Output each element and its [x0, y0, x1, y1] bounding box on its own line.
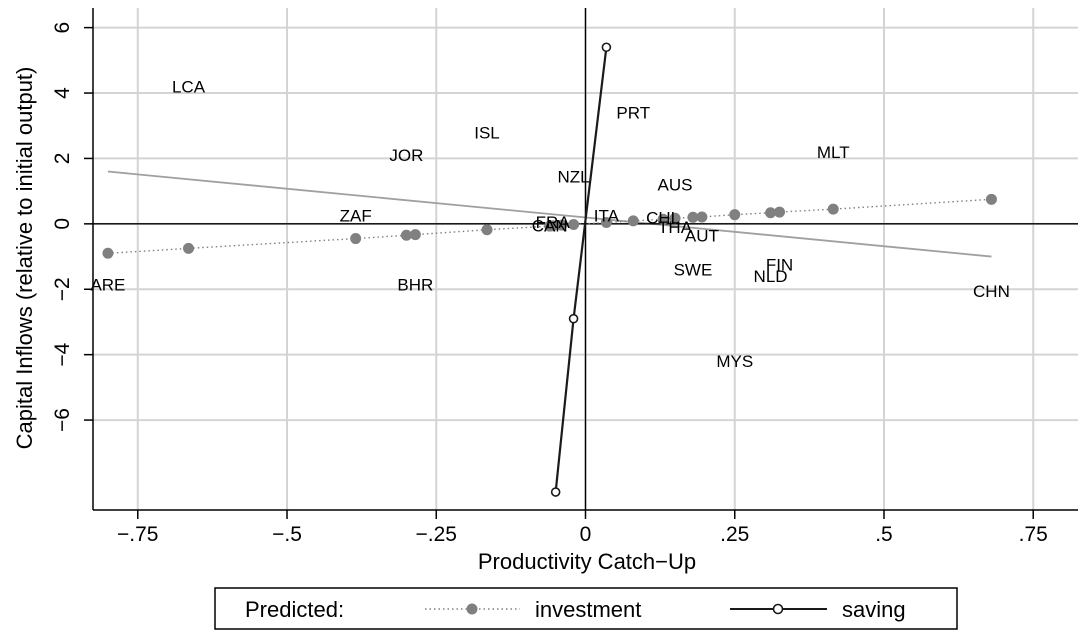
investment-marker — [657, 213, 669, 225]
x-tick-label: .5 — [875, 523, 893, 546]
country-label-ita: ITA — [594, 207, 620, 226]
country-label-aus: AUS — [658, 176, 693, 195]
y-axis-title: Capital Inflows (relative to initial out… — [12, 67, 37, 450]
investment-marker — [568, 218, 580, 230]
country-label-bhr: BHR — [397, 275, 433, 294]
country-label-jor: JOR — [389, 146, 423, 165]
country-label-chl: CHL — [646, 208, 680, 227]
y-tick-label: 2 — [51, 153, 74, 165]
country-label-aut: AUT — [685, 226, 719, 245]
x-tick-label: .75 — [1019, 523, 1048, 546]
reference-lines — [93, 8, 1078, 510]
country-label-are: ARE — [90, 275, 125, 294]
country-label-can: CAN — [532, 216, 568, 235]
legend-title: Predicted: — [245, 597, 344, 622]
country-label-fin: FIN — [766, 256, 793, 275]
country-label-mys: MYS — [716, 352, 753, 371]
y-tick-label: −2 — [51, 277, 74, 301]
country-label-tha: THA — [658, 218, 693, 237]
x-tick-label: .25 — [720, 523, 749, 546]
x-tick-label: −.5 — [272, 523, 302, 546]
legend-box — [214, 587, 958, 630]
country-label-nzl: NZL — [557, 167, 589, 186]
y-tick-label: −6 — [51, 408, 74, 432]
y-tick-label: 4 — [51, 87, 74, 99]
series-layer — [102, 42, 997, 497]
legend-saving-marker — [772, 603, 784, 615]
investment-marker — [102, 247, 114, 259]
legend-investment-marker — [466, 603, 478, 615]
investment-marker — [729, 209, 741, 221]
legend-investment-label: investment — [535, 597, 641, 622]
saving-marker — [568, 313, 579, 324]
fit-layer — [107, 170, 992, 258]
investment-marker — [183, 242, 195, 254]
investment-marker — [600, 217, 612, 229]
investment-marker — [350, 233, 362, 245]
x-axis-title: Productivity Catch−Up — [478, 549, 696, 574]
investment-marker — [409, 229, 421, 241]
investment-marker — [827, 203, 839, 215]
legend-saving-label: saving — [842, 597, 906, 622]
legend: Predicted: investment saving — [214, 587, 958, 630]
y-tick-label: 0 — [51, 218, 74, 230]
investment-marker — [627, 215, 639, 227]
country-label-fra: FRA — [536, 213, 571, 232]
x-tick-label: 0 — [580, 523, 592, 546]
fitted-line — [107, 170, 992, 258]
country-label-mlt: MLT — [817, 143, 850, 162]
country-label-chn: CHN — [973, 282, 1010, 301]
country-label-swe: SWE — [674, 261, 713, 280]
investment-marker — [669, 212, 681, 224]
country-label-nld: NLD — [754, 267, 788, 286]
investment-marker — [696, 211, 708, 223]
x-tick-label: −.75 — [117, 523, 158, 546]
x-tick-label: −.25 — [416, 523, 457, 546]
saving-marker — [601, 42, 612, 53]
y-tick-label: −4 — [51, 342, 74, 366]
investment-marker — [985, 193, 997, 205]
investment-marker — [556, 219, 568, 231]
investment-marker — [481, 224, 493, 236]
axes: −6 −4 −2 0 2 4 6 −.75 −.5 −.25 0 .25 .5 .75 — [51, 8, 1078, 546]
country-label-prt: PRT — [616, 104, 650, 123]
y-tick-label: 6 — [51, 22, 74, 34]
country-label-zaf: ZAF — [340, 207, 372, 226]
country-label-isl: ISL — [474, 123, 500, 142]
country-label-lca: LCA — [172, 77, 206, 96]
saving-marker — [550, 487, 561, 497]
saving-line — [554, 47, 608, 493]
investment-marker — [774, 206, 786, 218]
